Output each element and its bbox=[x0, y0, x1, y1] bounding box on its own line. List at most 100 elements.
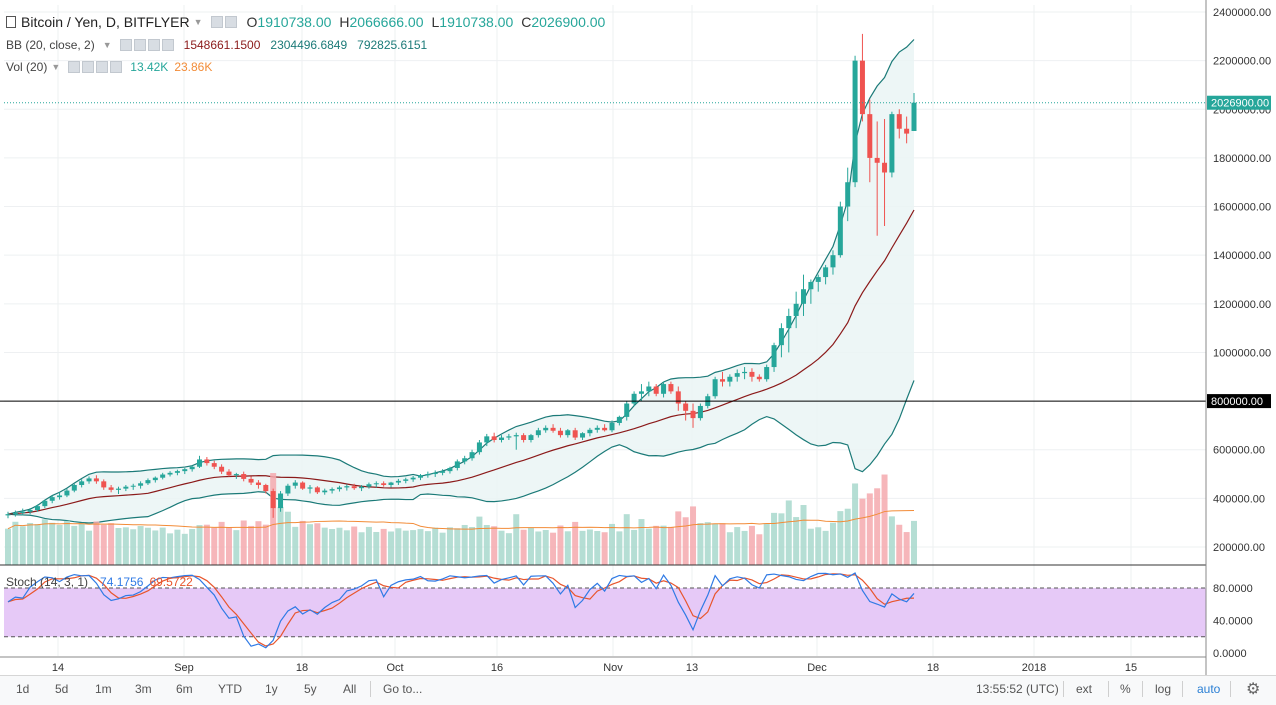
divider bbox=[370, 681, 371, 697]
candle-body bbox=[160, 474, 166, 478]
stoch-label[interactable]: Stoch (14, 3, 1) bbox=[6, 575, 89, 589]
bb-fill bbox=[8, 39, 914, 524]
candle-body bbox=[513, 435, 519, 437]
close-icon[interactable] bbox=[161, 39, 174, 51]
volume-bar bbox=[527, 527, 534, 565]
high-value: 2066666.00 bbox=[349, 14, 424, 30]
log-toggle[interactable]: log bbox=[1155, 682, 1172, 696]
volume-bar bbox=[616, 531, 623, 565]
range-button-5d[interactable]: 5d bbox=[55, 682, 69, 696]
bb-lower-line bbox=[7, 380, 915, 524]
candle-body bbox=[764, 367, 770, 380]
bb-label[interactable]: BB (20, close, 2) bbox=[6, 38, 95, 52]
high-label: H bbox=[339, 14, 350, 30]
price-tick-label: 1200000.00 bbox=[1213, 299, 1271, 311]
candle-body bbox=[904, 128, 910, 134]
volume-bar bbox=[233, 530, 240, 565]
range-button-1m[interactable]: 1m bbox=[95, 682, 112, 696]
last-price-label: 2026900.00 bbox=[1211, 98, 1269, 110]
percent-toggle[interactable]: % bbox=[1120, 682, 1131, 696]
ext-toggle[interactable]: ext bbox=[1076, 682, 1093, 696]
volume-bar bbox=[550, 532, 557, 565]
candle-body bbox=[123, 486, 129, 489]
stoch-d-value: 69.5722 bbox=[149, 575, 193, 589]
volume-bar bbox=[299, 520, 306, 565]
volume-bar bbox=[771, 512, 778, 565]
candle-body bbox=[852, 60, 858, 183]
candle-body bbox=[756, 376, 762, 380]
settings-icon[interactable] bbox=[210, 16, 223, 28]
candle-body bbox=[307, 487, 313, 489]
stoch-tick-label: 80.0000 bbox=[1213, 583, 1253, 595]
price-tick-label: 200000.00 bbox=[1213, 542, 1265, 554]
candle-body bbox=[101, 481, 107, 488]
volume-bar bbox=[837, 511, 844, 565]
price-tick-label: 2200000.00 bbox=[1213, 56, 1271, 68]
volume-bar bbox=[866, 493, 873, 565]
candle-body bbox=[587, 429, 593, 434]
candle-body bbox=[336, 487, 342, 490]
visibility-icon[interactable] bbox=[119, 39, 132, 51]
goto-button[interactable]: Go to... bbox=[383, 682, 423, 696]
stoch-tick-label: 40.0000 bbox=[1213, 616, 1253, 628]
vol-label[interactable]: Vol (20) bbox=[6, 60, 48, 74]
range-button-3m[interactable]: 3m bbox=[135, 682, 152, 696]
clock[interactable]: 13:55:52 (UTC) bbox=[976, 682, 1059, 696]
settings-icon[interactable] bbox=[82, 61, 95, 73]
range-button-5y[interactable]: 5y bbox=[304, 682, 317, 696]
volume-bar bbox=[690, 506, 697, 565]
chevron-down-icon[interactable]: ▼ bbox=[102, 40, 112, 50]
range-button-6m[interactable]: 6m bbox=[176, 682, 193, 696]
price-tick-label: 1800000.00 bbox=[1213, 153, 1271, 165]
bb-basis-line bbox=[7, 209, 915, 515]
candle-body bbox=[837, 206, 843, 256]
visibility-icon[interactable] bbox=[224, 16, 237, 28]
volume-bar bbox=[395, 528, 402, 565]
chart-area[interactable]: 2400000.002200000.002000000.001800000.00… bbox=[0, 0, 1276, 675]
gear-icon[interactable]: ⚙ bbox=[1246, 681, 1261, 698]
volume-bar bbox=[108, 523, 115, 565]
volume-bar bbox=[829, 522, 836, 565]
volume-bar bbox=[218, 521, 225, 565]
candle-body bbox=[476, 442, 482, 453]
volume-bar bbox=[505, 533, 512, 565]
candle-body bbox=[403, 479, 409, 481]
candle-body bbox=[778, 328, 784, 346]
source-icon[interactable] bbox=[96, 61, 109, 73]
chevron-down-icon[interactable]: ▼ bbox=[193, 17, 203, 27]
range-button-1d[interactable]: 1d bbox=[16, 682, 30, 696]
volume-bar bbox=[78, 522, 85, 565]
candle-body bbox=[329, 489, 335, 491]
volume-bar bbox=[41, 519, 48, 565]
volume-bar bbox=[130, 529, 137, 565]
volume-bar bbox=[712, 523, 719, 565]
settings-icon[interactable] bbox=[133, 39, 146, 51]
bb-basis-value: 1548661.1500 bbox=[183, 38, 261, 52]
candle-body bbox=[859, 60, 865, 115]
volume-bar bbox=[911, 520, 917, 565]
candle-body bbox=[388, 482, 394, 485]
symbol-title[interactable]: Bitcoin / Yen, D, BITFLYER bbox=[21, 14, 190, 30]
range-button-ytd[interactable]: YTD bbox=[218, 682, 242, 696]
volume-bar bbox=[800, 505, 807, 565]
volume-bar bbox=[329, 528, 336, 565]
close-icon[interactable] bbox=[110, 61, 123, 73]
last-price-badge bbox=[1207, 95, 1271, 110]
volume-bar bbox=[491, 526, 498, 565]
range-button-all[interactable]: All bbox=[343, 682, 357, 696]
chevron-down-icon[interactable]: ▼ bbox=[51, 62, 61, 72]
candle-body bbox=[454, 461, 460, 468]
range-button-1y[interactable]: 1y bbox=[265, 682, 278, 696]
divider bbox=[1182, 681, 1183, 697]
visibility-icon[interactable] bbox=[68, 61, 81, 73]
candle-body bbox=[727, 376, 733, 382]
symbol-legend: Bitcoin / Yen, D, BITFLYER ▼ O 1910738.0… bbox=[6, 14, 605, 30]
candle-body bbox=[226, 471, 232, 476]
volume-bar bbox=[844, 508, 851, 565]
candle-body bbox=[786, 315, 792, 329]
symbol-collapse-icon[interactable] bbox=[6, 16, 16, 28]
source-icon[interactable] bbox=[147, 39, 160, 51]
candle-body bbox=[314, 487, 320, 493]
auto-toggle[interactable]: auto bbox=[1197, 682, 1221, 696]
candle-body bbox=[484, 436, 490, 443]
